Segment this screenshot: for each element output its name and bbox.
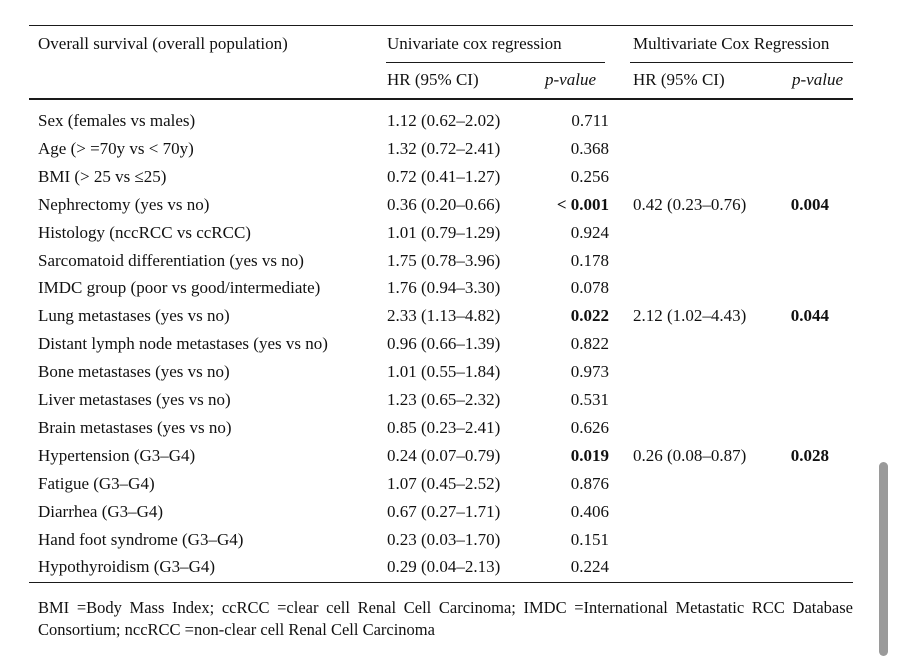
univariate-p-value: 0.973 [570, 362, 609, 381]
row-label: Age (> =70y vs < 70y) [38, 139, 194, 158]
row-label: Hypothyroidism (G3–G4) [38, 557, 216, 576]
univariate-hr: 1.76 (0.94–3.30) [387, 278, 501, 297]
univariate-hr: 0.85 (0.23–2.41) [387, 418, 501, 437]
multivariate-underline [630, 62, 853, 63]
univariate-p-value: 0.531 [570, 390, 609, 409]
table-footnote: BMI =Body Mass Index; ccRCC =clear cell … [38, 598, 853, 639]
univariate-p-value: 0.151 [570, 530, 609, 549]
row-label: Liver metastases (yes vs no) [38, 390, 231, 409]
univariate-hr: 0.24 (0.07–0.79) [387, 446, 501, 465]
univariate-hr: 0.36 (0.20–0.66) [387, 195, 501, 214]
univariate-p-value: < 0.001 [556, 195, 609, 214]
row-label: Lung metastases (yes vs no) [38, 306, 230, 325]
univariate-hr: 0.29 (0.04–2.13) [387, 557, 501, 576]
multivariate-hr: 0.42 (0.23–0.76) [633, 195, 747, 214]
univariate-p-value: 0.711 [571, 111, 609, 130]
univariate-p-value: 0.178 [570, 251, 609, 270]
row-label: Sarcomatoid differentiation (yes vs no) [38, 251, 304, 270]
multivariate-p-value: 0.028 [790, 446, 829, 465]
row-label: Sex (females vs males) [38, 111, 196, 130]
univariate-p-value: 0.876 [570, 474, 609, 493]
univariate-hr: 1.01 (0.79–1.29) [387, 223, 501, 242]
row-label: Nephrectomy (yes vs no) [38, 195, 210, 214]
univariate-hr: 1.01 (0.55–1.84) [387, 362, 501, 381]
univariate-underline [386, 62, 605, 63]
row-label: Brain metastases (yes vs no) [38, 418, 232, 437]
row-label: Fatigue (G3–G4) [38, 474, 155, 493]
top-rule [29, 25, 853, 26]
univariate-hr: 0.72 (0.41–1.27) [387, 167, 501, 186]
univariate-hr: 1.23 (0.65–2.32) [387, 390, 501, 409]
row-label: Histology (nccRCC vs ccRCC) [38, 223, 251, 242]
univariate-p-value: 0.224 [570, 557, 609, 576]
univariate-hr: 1.32 (0.72–2.41) [387, 139, 501, 158]
univariate-hr: 0.96 (0.66–1.39) [387, 334, 501, 353]
univariate-p-value: 0.022 [570, 306, 609, 325]
row-label: BMI (> 25 vs ≤25) [38, 167, 167, 186]
row-label: Hypertension (G3–G4) [38, 446, 196, 465]
row-label: Distant lymph node metastases (yes vs no… [38, 334, 328, 353]
multivariate-p-value: 0.044 [790, 306, 829, 325]
univariate-p-value: 0.626 [570, 418, 609, 437]
header-multi-p: p-value [792, 70, 843, 89]
multivariate-hr: 2.12 (1.02–4.43) [633, 306, 747, 325]
univariate-hr: 0.67 (0.27–1.71) [387, 502, 501, 521]
univariate-p-value: 0.822 [570, 334, 609, 353]
univariate-p-value: 0.406 [570, 502, 609, 521]
multivariate-hr: 0.26 (0.08–0.87) [633, 446, 747, 465]
header-multi-hr: HR (95% CI) [633, 70, 725, 89]
univariate-p-value: 0.924 [570, 223, 609, 242]
row-label: IMDC group (poor vs good/intermediate) [38, 278, 321, 297]
vertical-scrollbar-thumb[interactable] [879, 462, 888, 656]
row-label: Bone metastases (yes vs no) [38, 362, 230, 381]
univariate-p-value: 0.019 [570, 446, 609, 465]
univariate-hr: 1.75 (0.78–3.96) [387, 251, 501, 270]
univariate-hr: 0.23 (0.03–1.70) [387, 530, 501, 549]
header-multivariate: Multivariate Cox Regression [633, 34, 830, 53]
header-uni-hr: HR (95% CI) [387, 70, 479, 89]
header-first-col: Overall survival (overall population) [38, 34, 288, 53]
univariate-p-value: 0.256 [570, 167, 609, 186]
table-bottom-rule [29, 582, 853, 583]
header-bottom-rule [29, 98, 853, 100]
univariate-p-value: 0.078 [570, 278, 609, 297]
univariate-p-value: 0.368 [570, 139, 609, 158]
univariate-hr: 2.33 (1.13–4.82) [387, 306, 501, 325]
univariate-hr: 1.07 (0.45–2.52) [387, 474, 501, 493]
univariate-hr: 1.12 (0.62–2.02) [387, 111, 501, 130]
header-univariate: Univariate cox regression [387, 34, 562, 53]
header-uni-p: p-value [545, 70, 596, 89]
multivariate-p-value: 0.004 [790, 195, 829, 214]
row-label: Diarrhea (G3–G4) [38, 502, 164, 521]
row-label: Hand foot syndrome (G3–G4) [38, 530, 244, 549]
